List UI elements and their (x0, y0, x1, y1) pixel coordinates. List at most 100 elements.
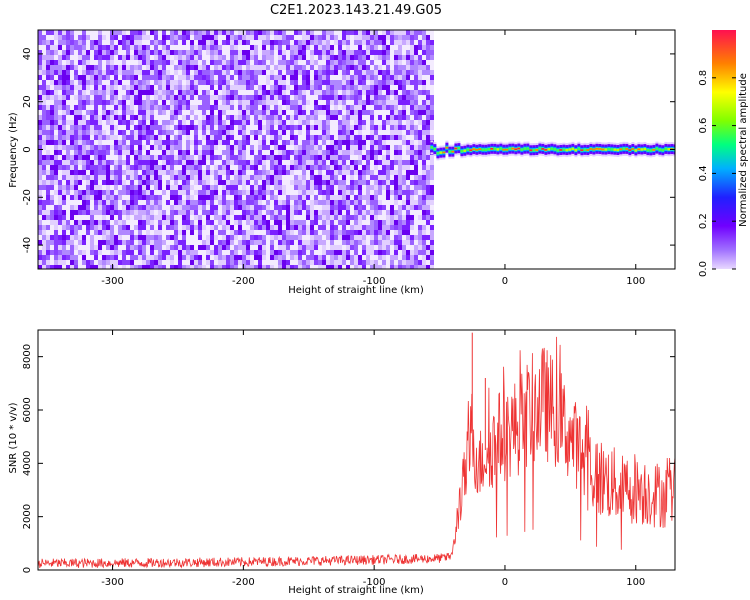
heatmap-cell (66, 155, 70, 164)
heatmap-cell (230, 130, 234, 135)
heatmap-cell (134, 115, 138, 120)
heatmap-cell (122, 70, 126, 75)
heatmap-cell (362, 65, 366, 74)
heatmap-cell (394, 80, 398, 89)
heatmap-cell (402, 30, 406, 35)
heatmap-cell (214, 180, 218, 185)
heatmap-cell (258, 230, 262, 235)
heatmap-cell (398, 170, 402, 175)
heatmap-cell (334, 35, 338, 44)
heatmap-cell (390, 140, 394, 145)
heatmap-cell (266, 210, 270, 215)
heatmap-cell (190, 255, 194, 264)
heatmap-cell (70, 135, 74, 140)
heatmap-cell (142, 150, 146, 155)
heatmap-cell (290, 40, 294, 45)
heatmap-cell (78, 250, 82, 255)
heatmap-cell (246, 150, 250, 155)
heatmap-cell (58, 240, 62, 249)
heatmap-cell (138, 250, 142, 259)
heatmap-cell (162, 170, 166, 175)
heatmap-cell (386, 90, 390, 99)
heatmap-cell (374, 45, 378, 50)
heatmap-cell (390, 80, 394, 89)
heatmap-cell (246, 65, 250, 70)
heatmap-cell (262, 90, 266, 99)
heatmap-cell (310, 165, 314, 174)
heatmap-cell (426, 65, 430, 74)
heatmap-cell (50, 80, 54, 89)
heatmap-cell (342, 85, 346, 90)
heatmap-cell (262, 30, 266, 35)
heatmap-cell (242, 195, 246, 204)
heatmap-cell (550, 147, 554, 150)
heatmap-cell (166, 210, 170, 215)
heatmap-cell (262, 40, 266, 45)
heatmap-cell (382, 70, 386, 75)
heatmap-cell (466, 148, 470, 151)
heatmap-cell (134, 265, 138, 269)
heatmap-cell (378, 145, 382, 154)
heatmap-cell (334, 115, 338, 120)
heatmap-cell (406, 155, 410, 160)
heatmap-cell (358, 190, 362, 195)
heatmap-cell (222, 215, 226, 220)
heatmap-cell (342, 170, 346, 179)
heatmap-cell (422, 235, 426, 244)
heatmap-cell (270, 205, 274, 210)
heatmap-cell (398, 115, 402, 120)
heatmap-cell (90, 105, 94, 110)
heatmap-cell (90, 190, 94, 195)
heatmap-cell (270, 40, 274, 45)
heatmap-cell (386, 245, 390, 250)
heatmap-cell (246, 190, 250, 195)
heatmap-cell (330, 260, 334, 265)
heatmap-cell (42, 240, 46, 245)
heatmap-cell (278, 105, 282, 110)
heatmap-cell (330, 250, 334, 255)
heatmap-cell (58, 115, 62, 120)
heatmap-cell (170, 215, 174, 224)
heatmap-cell (370, 100, 374, 105)
heatmap-cell (511, 147, 515, 150)
heatmap-cell (322, 235, 326, 240)
heatmap-cell (430, 35, 434, 40)
heatmap-cell (266, 80, 270, 85)
heatmap-cell (338, 90, 342, 95)
heatmap-cell (270, 65, 274, 70)
heatmap-cell (394, 205, 398, 214)
heatmap-cell (258, 55, 262, 60)
heatmap-cell (178, 160, 182, 165)
heatmap-cell (262, 45, 266, 54)
heatmap-cell (150, 195, 154, 200)
heatmap-cell (174, 130, 178, 135)
heatmap-cell (218, 85, 222, 94)
heatmap-cell (402, 220, 406, 225)
heatmap-cell (430, 45, 434, 50)
heatmap-cell (310, 235, 314, 240)
heatmap-cell (250, 120, 254, 129)
heatmap-cell (246, 40, 250, 45)
heatmap-cell (150, 265, 154, 269)
heatmap-cell (134, 125, 138, 130)
heatmap-cell (94, 125, 98, 130)
heatmap-cell (350, 125, 354, 130)
heatmap-cell (426, 125, 430, 130)
heatmap-cell (278, 225, 282, 230)
heatmap-cell (402, 245, 406, 250)
heatmap-cell (378, 255, 382, 260)
heatmap-cell (174, 155, 178, 160)
heatmap-cell (210, 85, 214, 90)
heatmap-cell (254, 80, 258, 85)
heatmap-cell (430, 65, 434, 74)
heatmap-cell (102, 45, 106, 50)
heatmap-cell (370, 175, 374, 180)
heatmap-cell (358, 165, 362, 170)
heatmap-cell (62, 110, 66, 115)
heatmap-cell (250, 45, 254, 50)
heatmap-cell (430, 130, 434, 135)
heatmap-cell (58, 135, 62, 140)
heatmap-cell (410, 90, 414, 99)
heatmap-cell (142, 200, 146, 205)
heatmap-cell (254, 175, 258, 180)
